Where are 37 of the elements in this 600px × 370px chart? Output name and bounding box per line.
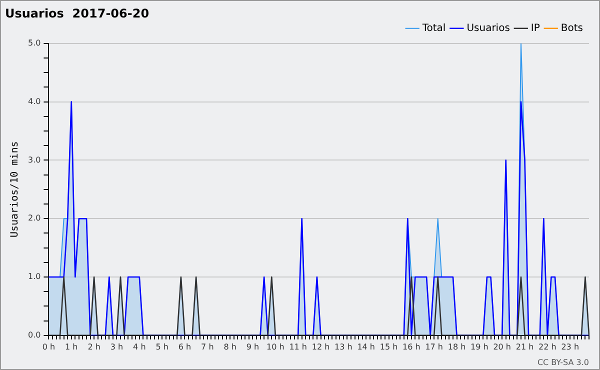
x-tick-label: 22 h	[538, 342, 556, 352]
x-tick-label: 23 h	[561, 342, 580, 352]
x-tick-label: 3 h	[110, 342, 124, 352]
x-tick-label: 17 h	[425, 342, 443, 352]
x-tick-label: 5 h	[156, 342, 168, 352]
x-tick-label: 4 h	[133, 342, 146, 352]
x-tick-label: 13 h	[334, 342, 352, 352]
chart-title: Usuarios 2017-06-20	[5, 6, 150, 20]
y-tick-label: 2.0	[28, 214, 41, 223]
x-tick-label: 15 h	[380, 342, 398, 352]
x-tick-label: 16 h	[402, 342, 420, 352]
x-tick-label: 8 h	[224, 342, 236, 352]
legend-label: Bots	[560, 22, 583, 34]
legend-label: IP	[530, 22, 540, 34]
x-tick-label: 6 h	[178, 342, 192, 352]
x-tick-label: 18 h	[448, 342, 466, 352]
y-tick-label: 4.0	[28, 96, 41, 106]
x-tick-label: 20 h	[493, 342, 511, 352]
x-tick-label: 14 h	[357, 342, 375, 352]
x-tick-label: 2 h	[88, 342, 100, 352]
x-tick-label: 9 h	[246, 342, 260, 352]
legend-label: Total	[421, 22, 446, 34]
x-tick-label: 10 h	[266, 342, 284, 352]
x-tick-label: 7 h	[201, 342, 214, 352]
x-tick-label: 12 h	[312, 342, 330, 352]
x-tick-label: 0 h	[42, 342, 56, 352]
x-tick-label: 1 h	[65, 342, 78, 352]
x-tick-label: 11 h	[289, 342, 307, 352]
y-axis-title: Usuarios/10 mins	[10, 141, 21, 238]
x-tick-label: 21 h	[516, 342, 534, 352]
legend-label: Usuarios	[466, 22, 510, 34]
text: CC BY-SA 3.0	[537, 358, 589, 368]
y-tick-label: 0.0	[28, 330, 41, 340]
x-tick-label: 19 h	[470, 342, 488, 352]
y-tick-label: 1.0	[28, 272, 41, 282]
y-tick-label: 5.0	[28, 38, 41, 48]
y-tick-label: 3.0	[28, 155, 41, 164]
